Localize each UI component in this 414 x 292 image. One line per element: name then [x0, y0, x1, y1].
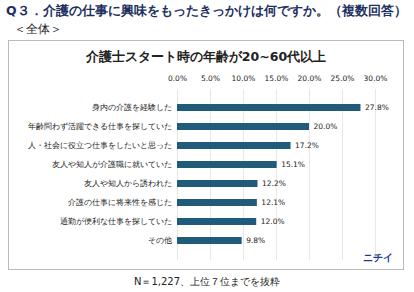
svg-text:友人や知人が介護職に就いていた: 友人や知人が介護職に就いていた: [52, 160, 172, 169]
svg-text:12.2%: 12.2%: [262, 179, 286, 188]
svg-text:17.2%: 17.2%: [295, 141, 319, 150]
svg-text:15.1%: 15.1%: [281, 160, 305, 169]
svg-text:25.0%: 25.0%: [331, 74, 355, 83]
svg-text:10.0%: 10.0%: [232, 74, 256, 83]
html-text:ニチイ: ニチイ: [363, 252, 393, 263]
svg-text:27.8%: 27.8%: [365, 103, 389, 112]
svg-text:5.0%: 5.0%: [201, 74, 220, 83]
svg-text:12.1%: 12.1%: [261, 198, 285, 207]
svg-text:介護の仕事に将来性を感じた: 介護の仕事に将来性を感じた: [68, 198, 172, 207]
svg-text:20.0%: 20.0%: [298, 74, 322, 83]
svg-text:年齢問わず活躍できる仕事を探していた: 年齢問わず活躍できる仕事を探していた: [28, 122, 172, 131]
html-text:介護士スタート時の年齢が20~60代以上: 介護士スタート時の年齢が20~60代以上: [85, 49, 327, 64]
svg-text:20.0%: 20.0%: [314, 122, 338, 131]
svg-text:9.8%: 9.8%: [246, 236, 265, 245]
svg-text:30.0%: 30.0%: [364, 74, 388, 83]
svg-text:12.0%: 12.0%: [261, 217, 285, 226]
svg-text:15.0%: 15.0%: [265, 74, 289, 83]
html-text:N＝1,227、上位７位までを抜粋: N＝1,227、上位７位までを抜粋: [133, 276, 280, 287]
svg-text:人・社会に役立つ仕事をしたいと思った: 人・社会に役立つ仕事をしたいと思った: [28, 141, 172, 150]
svg-text:身内の介護を経験した: 身内の介護を経験した: [92, 103, 172, 112]
html-text:Q３．介護の仕事に興味をもったきっかけは何ですか。（複数回答: Q３．介護の仕事に興味をもったきっかけは何ですか。（複数回答）: [6, 3, 407, 18]
svg-text:通勤が便利な仕事を探していた: 通勤が便利な仕事を探していた: [60, 217, 172, 226]
svg-text:0.0%: 0.0%: [168, 74, 187, 83]
html-text:＜全体＞: ＜全体＞: [14, 22, 62, 36]
svg-text:その他: その他: [148, 236, 172, 245]
svg-text:友人や知人から誘われた: 友人や知人から誘われた: [84, 179, 172, 188]
